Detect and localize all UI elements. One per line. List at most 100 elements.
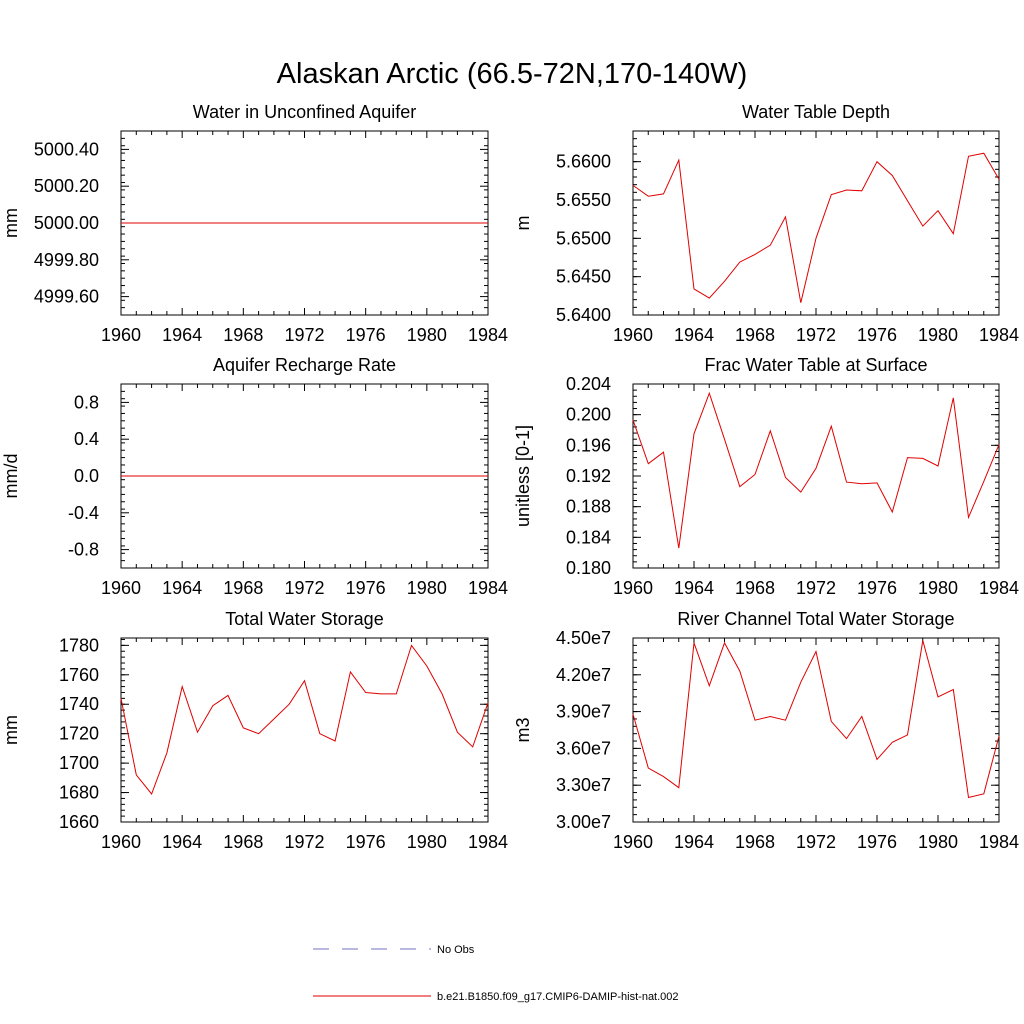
- y-axis-label: m: [513, 216, 533, 231]
- y-tick-label: 5000.00: [34, 213, 99, 233]
- y-tick-label: 5.6450: [556, 267, 611, 287]
- y-tick-label: 3.00e7: [556, 812, 611, 832]
- x-tick-label: 1968: [735, 578, 775, 598]
- y-tick-label: 0.196: [566, 435, 611, 455]
- x-tick-label: 1972: [796, 325, 836, 345]
- x-tick-label: 1968: [735, 325, 775, 345]
- legend: No Obs b.e21.B1850.f09_g17.CMIP6-DAMIP-h…: [313, 944, 679, 1003]
- y-tick-label: -0.4: [68, 503, 99, 523]
- y-tick-label: 4.20e7: [556, 665, 611, 685]
- y-axis-label: mm/d: [1, 454, 21, 499]
- x-tick-label: 1976: [857, 578, 897, 598]
- y-tick-label: 3.90e7: [556, 702, 611, 722]
- y-tick-label: 4999.60: [34, 287, 99, 307]
- plot-frame: [632, 637, 1000, 823]
- x-tick-label: 1976: [346, 832, 386, 852]
- x-tick-label: 1980: [407, 578, 447, 598]
- x-tick-label: 1976: [857, 325, 897, 345]
- x-tick-label: 1980: [918, 325, 958, 345]
- x-tick-label: 1964: [162, 832, 202, 852]
- chart-title: Frac Water Table at Surface: [704, 355, 927, 375]
- x-tick-label: 1964: [674, 325, 714, 345]
- x-tick-label: 1980: [407, 325, 447, 345]
- x-tick-label: 1960: [101, 325, 141, 345]
- y-tick-label: 1740: [59, 694, 99, 714]
- series-line: [120, 644, 489, 796]
- chart-frac-water-table: Frac Water Table at Surface unitless [0-1…: [513, 355, 1019, 598]
- legend-label-model-run: b.e21.B1850.f09_g17.CMIP6-DAMIP-hist-nat…: [437, 991, 679, 1003]
- x-tick-label: 1972: [796, 832, 836, 852]
- x-tick-label: 1984: [979, 832, 1019, 852]
- y-tick-label: 5000.20: [34, 176, 99, 196]
- x-tick-label: 1984: [468, 832, 508, 852]
- y-tick-label: 5.6550: [556, 190, 611, 210]
- y-tick-label: 4999.80: [34, 250, 99, 270]
- y-tick-label: 5.6400: [556, 305, 611, 325]
- x-tick-label: 1960: [101, 578, 141, 598]
- x-tick-label: 1960: [613, 832, 653, 852]
- y-tick-label: 1720: [59, 724, 99, 744]
- x-tick-label: 1972: [284, 325, 324, 345]
- x-tick-label: 1984: [468, 578, 508, 598]
- y-tick-label: 5.6600: [556, 152, 611, 172]
- y-tick-label: -0.8: [68, 540, 99, 560]
- y-tick-label: 3.30e7: [556, 775, 611, 795]
- y-tick-label: 1680: [59, 783, 99, 803]
- y-axis-label: m3: [513, 717, 533, 742]
- chart-total-water-storage: Total Water Storage mm 1960 1964 1968 1972 197…: [1, 609, 508, 852]
- chart-unconfined-aquifer: Water in Unconfined Aquifer mm 1960 1964 196…: [1, 102, 508, 345]
- y-tick-label: 1780: [59, 635, 99, 655]
- y-tick-label: 0.8: [74, 392, 99, 412]
- x-tick-label: 1980: [407, 832, 447, 852]
- x-tick-label: 1984: [468, 325, 508, 345]
- chart-aquifer-recharge: Aquifer Recharge Rate mm/d 1960 1964 1968 197…: [1, 355, 508, 598]
- y-axis-label: mm: [1, 208, 21, 238]
- series-line: [632, 391, 1000, 549]
- x-tick-label: 1976: [857, 832, 897, 852]
- x-tick-label: 1968: [223, 325, 263, 345]
- y-axis-label: mm: [1, 715, 21, 745]
- x-tick-label: 1968: [223, 578, 263, 598]
- y-tick-label: 0.204: [566, 374, 611, 394]
- x-tick-label: 1964: [162, 325, 202, 345]
- chart-title: River Channel Total Water Storage: [677, 609, 954, 629]
- x-tick-label: 1968: [735, 832, 775, 852]
- y-tick-label: 1660: [59, 812, 99, 832]
- figure-title: Alaskan Arctic (66.5-72N,170-140W): [277, 58, 748, 90]
- y-tick-label: 1700: [59, 753, 99, 773]
- y-tick-label: 0.200: [566, 405, 611, 425]
- x-tick-label: 1960: [101, 832, 141, 852]
- legend-label-no-obs: No Obs: [437, 944, 475, 956]
- y-tick-label: 0.4: [74, 429, 99, 449]
- plot-frame: [120, 637, 489, 823]
- x-tick-label: 1964: [162, 578, 202, 598]
- y-tick-label: 1760: [59, 665, 99, 685]
- y-tick-label: 5.6500: [556, 228, 611, 248]
- x-tick-label: 1976: [346, 578, 386, 598]
- x-tick-label: 1964: [674, 832, 714, 852]
- x-tick-label: 1984: [979, 578, 1019, 598]
- y-axis-label: unitless [0-1]: [513, 425, 533, 527]
- chart-river-channel-storage: River Channel Total Water Storage m3 1960 1…: [513, 609, 1019, 852]
- x-tick-label: 1960: [613, 578, 653, 598]
- y-tick-label: 0.184: [566, 527, 611, 547]
- chart-title: Water in Unconfined Aquifer: [193, 102, 416, 122]
- y-tick-label: 0.192: [566, 466, 611, 486]
- chart-title: Aquifer Recharge Rate: [213, 355, 396, 375]
- plot-frame: [632, 130, 1000, 316]
- chart-title: Water Table Depth: [742, 102, 890, 122]
- x-tick-label: 1960: [613, 325, 653, 345]
- x-tick-label: 1980: [918, 832, 958, 852]
- x-tick-label: 1964: [674, 578, 714, 598]
- y-tick-label: 4.50e7: [556, 628, 611, 648]
- panels: Water in Unconfined Aquifer mm 1960 1964 196…: [1, 102, 1019, 852]
- x-tick-label: 1980: [918, 578, 958, 598]
- series-line: [632, 152, 1000, 303]
- x-tick-label: 1972: [284, 832, 324, 852]
- y-tick-label: 0.0: [74, 466, 99, 486]
- chart-title: Total Water Storage: [225, 609, 383, 629]
- x-tick-label: 1972: [796, 578, 836, 598]
- chart-water-table-depth: Water Table Depth m 1960 1964 1968 1972 1976 19…: [513, 102, 1019, 345]
- y-tick-label: 5000.40: [34, 139, 99, 159]
